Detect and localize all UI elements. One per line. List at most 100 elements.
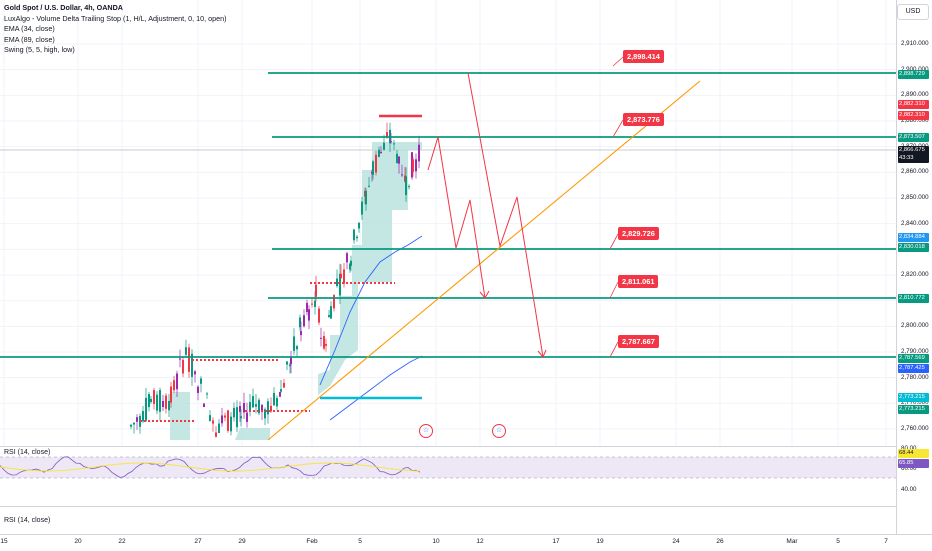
arrow-head <box>537 349 547 358</box>
candle-body <box>145 397 147 421</box>
candle-body <box>418 144 420 162</box>
price-axis[interactable]: 2,910.000 2,900.000 2,890.000 2,880.000 2,87… <box>896 0 932 446</box>
candle-body <box>293 336 295 351</box>
price-badge: 2,882.310 <box>898 111 929 120</box>
candle-body <box>408 186 410 188</box>
candle-body <box>289 364 291 367</box>
price-callout-1[interactable]: 2,898.414 <box>623 50 664 63</box>
candle-body <box>279 392 281 397</box>
candle-body <box>393 143 395 145</box>
candle-body <box>315 284 317 297</box>
candle-body <box>218 423 220 433</box>
chart-area[interactable]: Gold Spot / U.S. Dollar, 4h, OANDA LuxAl… <box>0 0 896 446</box>
price-badge: 2,773.215 <box>898 393 929 402</box>
indicator-swing[interactable]: Swing (5, 5, high, low) <box>4 45 75 54</box>
time-label: 12 <box>476 538 484 545</box>
candle-body <box>215 432 217 437</box>
candle-body <box>318 308 320 323</box>
candle-body <box>224 415 226 418</box>
price-badge: 2,773.215 <box>898 405 929 414</box>
price-badge: 2,866.675 <box>898 146 929 155</box>
trend-drawings[interactable] <box>267 56 701 441</box>
candle-body <box>380 151 382 154</box>
indicator-luxalgo[interactable]: LuxAlgo - Volume Delta Trailing Stop (1,… <box>4 13 227 23</box>
swing-levels <box>140 114 422 422</box>
candle-body <box>159 390 161 412</box>
price-chart[interactable] <box>0 0 896 446</box>
time-label: 24 <box>672 538 680 545</box>
time-label: 15 <box>0 538 8 545</box>
candle-body <box>239 406 241 412</box>
price-tick: 2,790.000 <box>901 348 929 355</box>
time-label: 27 <box>194 538 202 545</box>
candle-body <box>230 416 232 432</box>
candle-body <box>356 236 358 239</box>
candle-body <box>206 393 208 395</box>
us-flag-icon[interactable]: ☆ <box>492 424 506 438</box>
candle-body <box>299 317 301 328</box>
price-callout-3[interactable]: 2,829.726 <box>618 227 659 240</box>
candle-body <box>185 347 187 355</box>
rsi-legend-2[interactable]: RSI (14, close) <box>4 517 51 524</box>
candle-body <box>153 390 155 404</box>
candle-body <box>372 161 374 175</box>
candle-body <box>350 260 352 266</box>
price-callout-4[interactable]: 2,811.061 <box>618 275 659 288</box>
candle-body <box>320 337 322 339</box>
price-callout-5[interactable]: 2,787.667 <box>618 335 659 348</box>
rsi-axis[interactable]: 80.00 60.00 40.00 68.44 65.85 <box>896 445 932 534</box>
rsi-value-badge: 68.44 <box>898 449 929 458</box>
rsi-line <box>0 456 421 478</box>
candle-body <box>383 142 385 150</box>
rsi-tick: 60.00 <box>901 465 917 472</box>
symbol-title[interactable]: Gold Spot / U.S. Dollar, 4h, OANDA <box>4 3 124 12</box>
candle-body <box>267 401 269 415</box>
time-label: 22 <box>118 538 126 545</box>
time-label: 26 <box>716 538 724 545</box>
time-label: Feb <box>306 538 318 545</box>
indicator-ema-34[interactable]: EMA (34, close) <box>4 24 55 33</box>
candle-body <box>333 295 335 309</box>
callout-pointer <box>609 233 619 250</box>
candle-body <box>136 417 138 422</box>
candle-body <box>264 409 266 419</box>
price-tick: 2,840.000 <box>901 219 929 227</box>
price-badge: 43:33 <box>898 154 929 163</box>
candle-body <box>194 371 196 375</box>
candle-body <box>330 306 332 319</box>
candle-body <box>300 330 302 336</box>
candle-body <box>386 132 388 137</box>
candle-body <box>283 382 285 388</box>
price-tick: 2,880.000 <box>901 117 929 124</box>
trend-line <box>267 80 701 441</box>
candle-body <box>249 402 251 412</box>
indicator-ema-89[interactable]: EMA (89, close) <box>4 34 55 44</box>
time-label: 5 <box>836 538 840 545</box>
candle-body <box>378 149 380 157</box>
horizontal-levels[interactable] <box>0 72 896 358</box>
candle-body <box>276 398 278 407</box>
callout-pointer <box>609 281 619 299</box>
currency-button[interactable]: USD <box>897 4 929 20</box>
candle-body <box>398 156 400 164</box>
us-flag-icon[interactable]: ☆ <box>419 424 433 438</box>
candle-body <box>361 201 363 215</box>
candle-body <box>328 315 330 317</box>
rsi-panel[interactable]: RSI (14, close) <box>0 446 896 507</box>
rsi-band <box>0 457 896 478</box>
candle-body <box>346 253 348 263</box>
trailing-stop-zone <box>235 428 270 440</box>
rsi-legend[interactable]: RSI (14, close) <box>4 449 51 456</box>
candle-body <box>353 229 355 241</box>
price-tick: 2,890.000 <box>901 91 929 99</box>
time-axis[interactable]: 15 20 22 27 29 Feb 5 10 12 17 19 24 26 Mar 5 7 <box>0 534 932 551</box>
candle-body <box>197 386 199 393</box>
candle-body <box>246 412 248 422</box>
price-tick: 2,820.000 <box>901 271 929 278</box>
trailing-stop-zone <box>170 392 190 440</box>
rsi-panel-2[interactable]: RSI (14, close) <box>0 506 896 535</box>
price-callout-2[interactable]: 2,873.776 <box>623 113 664 126</box>
candle-body <box>311 303 313 305</box>
candle-body <box>323 336 325 349</box>
time-label: 7 <box>884 538 888 545</box>
